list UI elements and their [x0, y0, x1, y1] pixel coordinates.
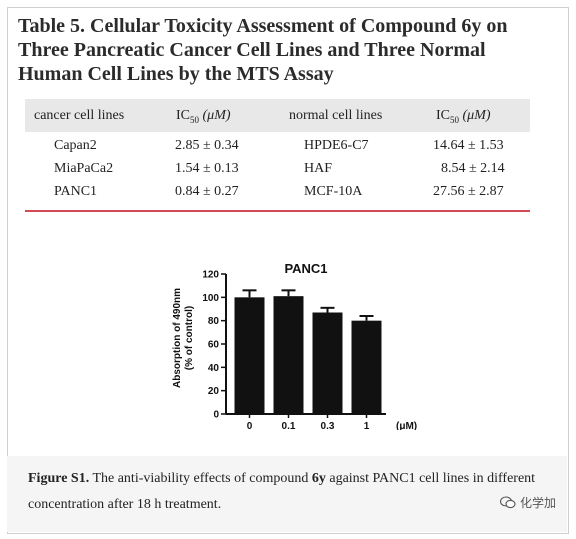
wechat-icon: [500, 496, 516, 509]
table-bottom-rule: [25, 210, 530, 212]
cell-normal-line: HPDE6-C7: [304, 138, 369, 153]
y-axis-label-line2: (% of control): [184, 306, 195, 370]
caption-text-a: The anti-viability effects of compound: [89, 471, 312, 486]
bar: [312, 312, 343, 414]
caption-text-b: against PANC1 cell lines in different co…: [28, 471, 536, 512]
y-tick-label: 120: [202, 270, 219, 281]
page-frame: [7, 7, 569, 534]
x-axis-unit: (μM): [396, 421, 417, 430]
cell-ic50-normal: 14.64 ± 1.53: [433, 138, 504, 153]
cell-ic50-cancer: 2.85 ± 0.34: [175, 138, 239, 153]
table-title-line: Table 5. Cellular Toxicity Assessment of…: [18, 15, 508, 37]
cell-ic50-normal: 27.56 ± 2.87: [433, 184, 504, 199]
x-tick-label: 0.1: [282, 421, 296, 430]
plot-area: 0 20 40 60 80 100 120 0 0.1 0.3 1: [202, 270, 386, 430]
panc1-bar-chart: PANC1 Absorption of 490nm (% of control)…: [172, 261, 417, 430]
ic-unit: (μM): [459, 108, 491, 123]
header-normal-lines: normal cell lines: [289, 108, 383, 123]
watermark: 化学加: [500, 494, 556, 511]
cell-ic50-cancer: 1.54 ± 0.13: [175, 161, 239, 176]
y-tick-label: 100: [202, 293, 219, 304]
table-header-bar: [25, 99, 530, 132]
bar: [234, 297, 265, 414]
y-tick-label: 80: [208, 316, 220, 327]
cell-normal-line: MCF-10A: [304, 184, 363, 199]
bar: [273, 296, 304, 414]
x-tick-label: 0: [247, 421, 253, 430]
table-title-line: Human Cell Lines by the MTS Assay: [18, 63, 334, 85]
y-axis-label: Absorption of 490nm (% of control): [172, 288, 195, 388]
y-axis-label-line1: Absorption of 490nm: [172, 288, 183, 388]
cell-cancer-line: MiaPaCa2: [54, 161, 114, 176]
chart-title: PANC1: [284, 261, 327, 276]
x-tick-label: 0.3: [321, 421, 335, 430]
header-ic50-normal: IC50 (μM): [436, 108, 491, 125]
header-ic50-cancer: IC50 (μM): [176, 108, 231, 125]
ic-text: IC: [176, 108, 190, 123]
ic-subscript: 50: [190, 114, 199, 125]
compound-name: 6y: [311, 471, 326, 486]
cell-ic50-cancer: 0.84 ± 0.27: [175, 184, 239, 199]
cell-normal-line: HAF: [304, 161, 333, 176]
y-tick-label: 0: [213, 410, 219, 421]
ic-text: IC: [436, 108, 450, 123]
figure-caption: Figure S1. The anti-viability effects of…: [28, 466, 558, 518]
table-title-line: Three Pancreatic Cancer Cell Lines and T…: [18, 39, 486, 61]
cell-cancer-line: Capan2: [54, 138, 97, 153]
watermark-text: 化学加: [520, 496, 557, 510]
bar: [351, 320, 382, 414]
x-tick-label: 1: [364, 421, 370, 430]
figure-caption-area: [7, 456, 567, 532]
ic-unit: (μM): [199, 108, 231, 123]
table-title: Table 5. Cellular Toxicity Assessment of…: [18, 14, 548, 86]
header-cancer-lines: cancer cell lines: [34, 108, 125, 123]
y-tick-label: 60: [208, 340, 220, 351]
cell-cancer-line: PANC1: [54, 184, 98, 199]
y-tick-label: 20: [208, 386, 220, 397]
cell-ic50-normal: 8.54 ± 2.14: [441, 161, 505, 176]
y-tick-label: 40: [208, 363, 220, 374]
figure-label: Figure S1.: [28, 471, 90, 486]
ic-subscript: 50: [450, 114, 459, 125]
